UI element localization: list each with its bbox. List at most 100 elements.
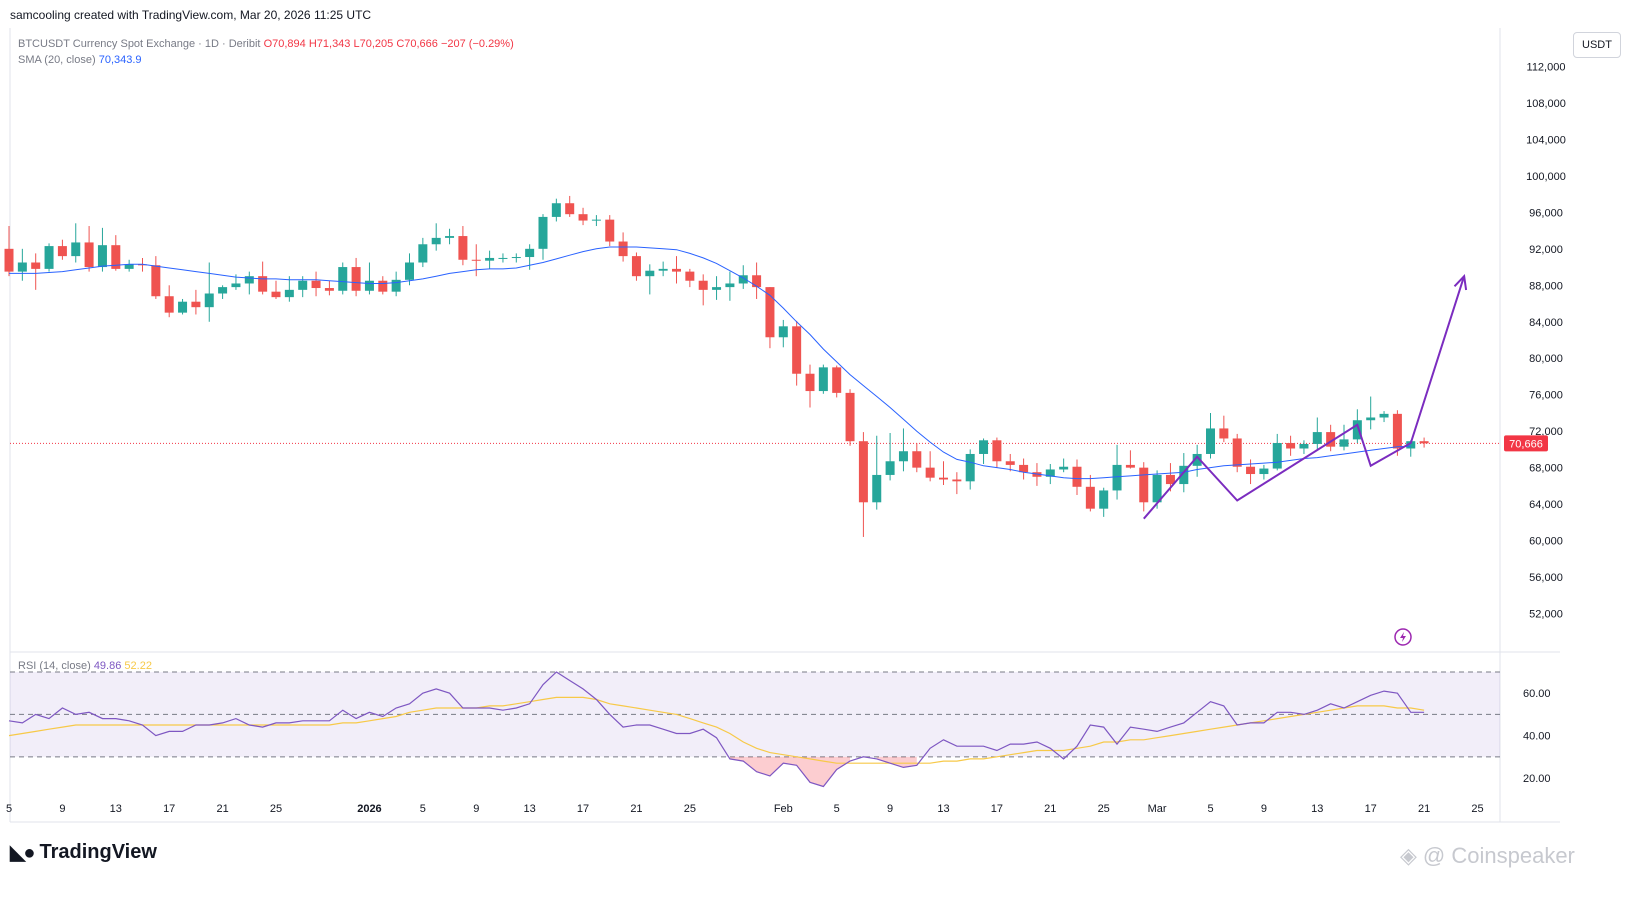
- candle-body: [284, 289, 294, 298]
- candle: [17, 248, 27, 281]
- rsi-tick-label: 20.00: [1523, 773, 1551, 785]
- candle-body: [1219, 428, 1229, 439]
- lightning-bolt: [1400, 632, 1406, 642]
- candle-body: [1312, 432, 1322, 444]
- price-tick-label: 88,000: [1529, 280, 1563, 292]
- rsi-tick-label: 40.00: [1523, 731, 1551, 743]
- candle-body: [498, 257, 508, 259]
- price-tick-label: 92,000: [1529, 244, 1563, 256]
- candle: [4, 226, 14, 277]
- candle-body: [138, 264, 147, 266]
- time-tick-label: 5: [6, 803, 12, 815]
- time-tick-label: 5: [1207, 803, 1213, 815]
- price-tick-label: 100,000: [1526, 171, 1566, 183]
- candle-body: [925, 467, 935, 478]
- candle-body: [311, 280, 321, 289]
- candle-body: [631, 256, 641, 277]
- rsi-legend: RSI (14, close) 49.86 52.22: [18, 660, 152, 672]
- candle-body: [1165, 474, 1175, 485]
- currency-selector[interactable]: USDT: [1573, 32, 1621, 58]
- legend-low: L70,205: [353, 38, 394, 50]
- candle: [845, 389, 855, 446]
- candle: [725, 271, 735, 301]
- candle: [1072, 459, 1082, 495]
- time-tick-label: 25: [270, 803, 282, 815]
- tradingview-brand[interactable]: ◣● TradingView: [10, 840, 157, 865]
- chart-legend: BTCUSDT Currency Spot Exchange · 1D · De…: [18, 36, 514, 68]
- candle-body: [805, 373, 815, 392]
- candle-body: [738, 275, 748, 284]
- candle-body: [1139, 467, 1149, 503]
- candle-body: [178, 301, 188, 313]
- candle: [979, 438, 989, 464]
- candle: [284, 276, 294, 302]
- candle-body: [992, 440, 1002, 462]
- candle: [965, 449, 975, 490]
- candle: [952, 472, 962, 495]
- candle: [1339, 424, 1349, 451]
- candle-body: [1232, 438, 1242, 467]
- sma-line: [9, 246, 1411, 480]
- legend-sma-label[interactable]: SMA (20, close): [18, 54, 96, 66]
- candle: [84, 226, 94, 272]
- time-tick-label: 25: [1098, 803, 1110, 815]
- candle: [204, 262, 214, 322]
- candle-body: [218, 287, 228, 294]
- candle: [818, 364, 828, 394]
- candle: [71, 223, 81, 263]
- candle-body: [445, 236, 455, 238]
- candle: [898, 428, 908, 472]
- rsi-label[interactable]: RSI (14, close): [18, 660, 91, 672]
- candle: [1259, 464, 1269, 480]
- candle: [458, 226, 468, 266]
- candle: [1045, 464, 1055, 485]
- candle: [1312, 417, 1322, 451]
- candle-body: [551, 203, 561, 217]
- candle-body: [979, 440, 989, 454]
- candle: [591, 215, 601, 227]
- candle-body: [31, 262, 41, 269]
- candle: [832, 365, 842, 398]
- candle-body: [151, 265, 161, 297]
- price-tick-label: 64,000: [1529, 499, 1563, 511]
- candle: [445, 228, 455, 245]
- candle-body: [164, 296, 174, 313]
- candle-body: [1366, 417, 1376, 421]
- candle: [471, 244, 481, 277]
- candle-body: [44, 246, 54, 269]
- coinspeaker-logo-icon: ◈: [1400, 843, 1417, 868]
- candle-body: [364, 280, 374, 291]
- legend-close: C70,666: [396, 38, 438, 50]
- candle-body: [204, 293, 214, 308]
- rsi-ma-value: 52.22: [124, 660, 152, 672]
- rsi-oversold-fill: [876, 756, 917, 768]
- candle-body: [1179, 465, 1189, 485]
- candle-body: [258, 276, 268, 292]
- candle: [1379, 411, 1389, 423]
- candle-body: [725, 283, 735, 288]
- candle-body: [378, 280, 388, 292]
- time-tick-label: 17: [577, 803, 589, 815]
- candle-body: [1019, 464, 1029, 473]
- candle-body: [191, 301, 201, 308]
- price-tick-label: 52,000: [1529, 609, 1563, 621]
- candle: [485, 250, 495, 269]
- candle: [178, 298, 188, 315]
- candle: [324, 280, 334, 296]
- time-tick-label: Mar: [1148, 803, 1167, 815]
- candle-body: [471, 259, 481, 261]
- legend-symbol[interactable]: BTCUSDT Currency Spot Exchange · 1D · De…: [18, 38, 261, 50]
- candle-body: [1419, 441, 1429, 444]
- candle: [645, 264, 655, 295]
- candle-body: [431, 237, 441, 245]
- candle: [511, 253, 521, 263]
- candle: [364, 262, 374, 295]
- candle: [565, 195, 575, 217]
- pattern-line: [1143, 275, 1466, 520]
- candle: [1366, 396, 1376, 430]
- candle-body: [792, 326, 802, 374]
- candle-body: [1246, 466, 1256, 475]
- candle-body: [845, 392, 855, 442]
- candle-body: [1099, 490, 1109, 509]
